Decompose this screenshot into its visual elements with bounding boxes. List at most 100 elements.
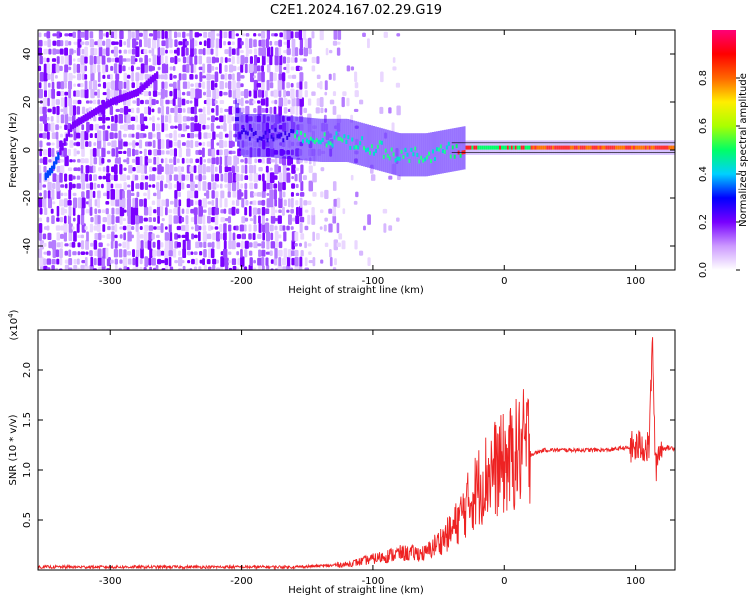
- spectrogram-cell: [102, 124, 106, 130]
- spectrogram-y-tick-label: -40: [22, 238, 33, 254]
- spectrogram-cell: [239, 224, 244, 232]
- spectrogram-cell: [274, 157, 278, 165]
- spectrogram-cell: [148, 65, 153, 72]
- spectrogram-cell: [282, 206, 285, 216]
- ridge-core: [266, 138, 269, 143]
- spectrogram-cell: [235, 88, 241, 99]
- spectrogram-cell: [228, 267, 233, 270]
- spectrogram-cell: [85, 100, 90, 104]
- spectrogram-cell: [182, 248, 187, 259]
- ridge-core: [619, 145, 622, 150]
- spectrogram-cell: [93, 116, 97, 122]
- spectrogram-cell: [89, 182, 94, 190]
- spectrogram-cell: [274, 54, 279, 66]
- ridge-core: [467, 145, 470, 150]
- ridge-halo: [378, 127, 381, 171]
- spectrogram-cell: [227, 114, 232, 124]
- spectrogram-cell: [185, 215, 189, 225]
- spectrogram-cell: [299, 105, 303, 116]
- ridge-halo: [435, 131, 438, 175]
- ridge-cell: [107, 99, 111, 108]
- spectrogram-cell: [93, 55, 97, 65]
- spectrogram-cell: [224, 257, 229, 266]
- spectrogram-cell: [354, 240, 358, 250]
- spectrogram-cell: [383, 223, 387, 233]
- spectrogram-cell: [115, 108, 120, 112]
- spectrogram-cell: [249, 182, 254, 190]
- spectrogram-cell: [119, 206, 125, 217]
- spectrogram-cell: [106, 180, 111, 192]
- spectrogram-cell: [131, 48, 136, 55]
- spectrogram-cell: [203, 241, 207, 249]
- spectrogram-cell: [195, 241, 200, 249]
- spectrogram-cell: [214, 82, 218, 88]
- spectrogram-cell: [224, 148, 229, 156]
- spectrogram-cell: [283, 66, 288, 70]
- spectrogram-cell: [138, 139, 143, 149]
- spectrogram-cell: [287, 248, 292, 258]
- spectrogram-cell: [223, 114, 227, 123]
- spectrogram-cell: [156, 156, 160, 165]
- spectrogram-cell: [93, 225, 98, 231]
- spectrogram-cell: [216, 259, 220, 264]
- spectrogram-cell: [107, 214, 112, 225]
- ridge-cell: [71, 121, 75, 130]
- ridge-cell: [124, 92, 127, 101]
- spectrogram-cell: [291, 74, 297, 79]
- spectrogram-cell: [181, 46, 185, 57]
- spectrogram-cell: [206, 89, 211, 98]
- spectrogram-cell: [105, 64, 109, 73]
- spectrogram-cell: [231, 30, 235, 40]
- spectrogram-cell: [176, 180, 181, 192]
- spectrogram-cell: [256, 56, 260, 64]
- spectrogram-cell: [168, 182, 173, 190]
- spectrogram-cell: [240, 91, 246, 97]
- spectrogram-cell: [110, 199, 115, 206]
- ridge-halo: [451, 128, 454, 172]
- spectrogram-cell: [211, 147, 216, 158]
- spectrogram-cell: [38, 65, 42, 72]
- spectrogram-cell: [282, 257, 286, 266]
- spectrogram-cell: [174, 233, 179, 240]
- spectrogram-cell: [224, 57, 228, 63]
- spectrogram-cell: [274, 40, 279, 46]
- spectrogram-cell: [122, 133, 127, 138]
- spectrogram-cell: [202, 225, 207, 231]
- spectrogram-cell: [266, 46, 271, 57]
- spectrogram-cell: [135, 30, 140, 41]
- spectrogram-cell: [73, 63, 76, 74]
- spectrogram-cell: [257, 243, 262, 247]
- ridge-cell: [76, 118, 79, 127]
- spectrogram-cell: [177, 133, 182, 138]
- ridge-core: [573, 145, 576, 150]
- spectrogram-cell: [111, 80, 115, 90]
- spectrogram-cell: [157, 149, 162, 156]
- ridge-halo: [282, 115, 285, 159]
- spectrogram-cell: [86, 121, 90, 133]
- ridge-core: [433, 157, 436, 162]
- spectrogram-cell: [190, 139, 194, 149]
- spectrogram-cell: [122, 174, 127, 182]
- spectrogram-cell: [294, 256, 299, 267]
- ridge-core: [516, 145, 519, 150]
- spectrogram-cell: [338, 233, 343, 240]
- spectrogram-cell: [224, 82, 228, 89]
- spectrogram-cell: [231, 106, 236, 115]
- spectrogram-cell: [127, 148, 131, 157]
- spectrogram-cell: [43, 265, 48, 270]
- spectrogram-cell: [71, 175, 76, 180]
- spectrogram-cell: [195, 158, 200, 163]
- spectrogram-cell: [123, 81, 127, 89]
- spectrogram-cell: [157, 30, 161, 39]
- ridge-halo: [410, 133, 413, 177]
- spectrogram-cell: [164, 81, 168, 89]
- spectrogram-cell: [147, 239, 152, 250]
- spectrogram-cell: [294, 249, 299, 257]
- spectrogram-cell: [126, 205, 132, 217]
- spectrogram-cell: [157, 91, 162, 96]
- spectrogram-cell: [68, 88, 72, 99]
- spectrogram-cell: [203, 91, 206, 96]
- spectrogram-cell: [84, 30, 89, 41]
- spectrogram-cell: [178, 250, 182, 256]
- spectrogram-cell: [237, 37, 242, 49]
